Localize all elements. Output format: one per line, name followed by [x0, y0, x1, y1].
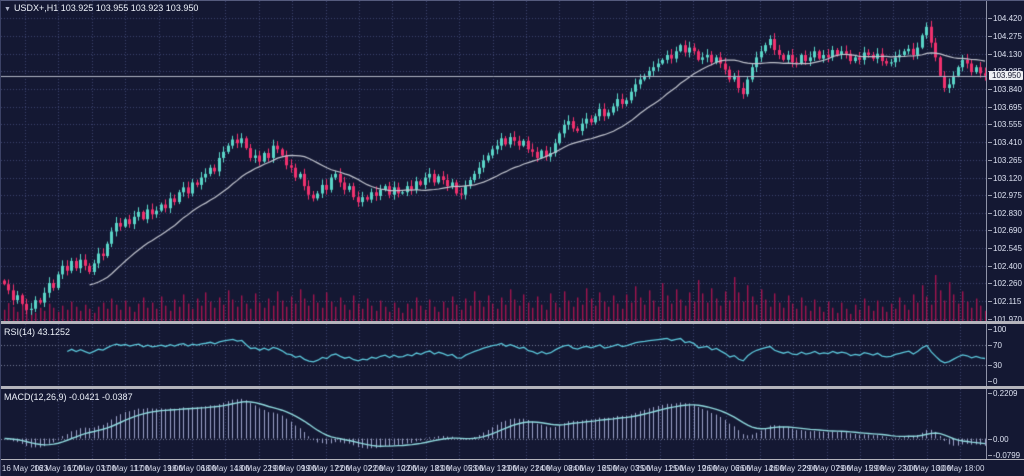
- price-axis-label: 102.975: [988, 191, 1022, 200]
- chart-dropdown-icon[interactable]: ▼: [4, 6, 11, 13]
- time-axis-label: 26 May 22:00: [768, 464, 818, 473]
- price-axis-label: 102.400: [988, 262, 1022, 271]
- time-axis-label: 22 May 02:00: [334, 464, 384, 473]
- price-axis-label: 103.555: [988, 120, 1022, 129]
- price-axis-label: 103.695: [988, 103, 1022, 112]
- rsi-scale-label: 0: [988, 377, 997, 386]
- time-axis-label: 22 May 10:00: [368, 464, 417, 473]
- macd-pane-canvas[interactable]: [1, 389, 986, 459]
- rsi-indicator-label: RSI(14) 43.1252: [4, 327, 71, 337]
- price-axis[interactable]: 104.420104.275104.130103.985103.840103.6…: [986, 1, 1024, 460]
- time-axis-label: 23 May 05:00: [434, 464, 484, 473]
- time-axis-label: 25 May 11:00: [635, 464, 684, 473]
- macd-scale-label: -0.0799: [988, 451, 1020, 460]
- price-axis-label: 103.840: [988, 85, 1022, 94]
- chart-title: USDX+,H1 103.925 103.955 103.923 103.950: [13, 3, 199, 13]
- macd-scale-label: 0.2209: [988, 389, 1017, 398]
- price-axis-label: 103.120: [988, 174, 1022, 183]
- price-axis-label: 102.830: [988, 209, 1022, 218]
- time-axis-label: 16 May 2023: [1, 464, 49, 473]
- price-axis-label: 102.115: [988, 297, 1021, 306]
- price-axis-label: 104.130: [988, 50, 1022, 59]
- time-axis-label: 25 May 19:00: [668, 464, 718, 473]
- time-axis-label: 23 May 21:00: [501, 464, 551, 473]
- time-axis-label: 29 May 07:00: [802, 464, 851, 473]
- pane-resize-handle-macd[interactable]: [1, 386, 1024, 389]
- price-axis-label: 103.410: [988, 138, 1022, 147]
- time-axis-label: 26 May 14:00: [735, 464, 785, 473]
- macd-indicator-label: MACD(12,26,9) -0.0421 -0.0387: [4, 392, 133, 402]
- time-axis-label: 19 May 17:00: [301, 464, 350, 473]
- current-price-label: 103.950: [989, 70, 1023, 80]
- macd-scale-label: 0.00: [988, 435, 1009, 444]
- price-axis-label: 104.420: [988, 14, 1022, 23]
- time-axis-label: 22 May 18:00: [401, 464, 451, 473]
- time-axis-label: 24 May 16:00: [568, 464, 618, 473]
- rsi-pane-canvas[interactable]: [1, 324, 986, 386]
- time-axis-label: 17 May 11:00: [101, 464, 150, 473]
- time-axis-label: 17 May 19:00: [134, 464, 183, 473]
- rsi-scale-label: 70: [988, 341, 1002, 350]
- time-axis-label: 26 May 06:00: [702, 464, 751, 473]
- time-axis-label: 16 May 16:00: [34, 464, 83, 473]
- time-axis-label: 29 May 23:00: [869, 464, 918, 473]
- time-axis-label: 17 May 03:00: [67, 464, 117, 473]
- time-axis-label: 18 May 22:00: [234, 464, 284, 473]
- time-axis-label: 30 May 10:00: [902, 464, 952, 473]
- price-axis-label: 101.970: [988, 315, 1022, 324]
- time-axis[interactable]: 16 May 2023 16 May 16:00 17 May 03:00 17 Ma…: [1, 459, 1024, 476]
- price-axis-label: 102.545: [988, 244, 1022, 253]
- rsi-scale-label: 30: [988, 361, 1002, 370]
- pane-resize-handle-rsi[interactable]: [1, 321, 1024, 324]
- main-chart-canvas[interactable]: [1, 1, 986, 321]
- price-axis-label: 102.260: [988, 279, 1022, 288]
- time-axis-label: 29 May 15:00: [835, 464, 885, 473]
- time-axis-label: 18 May 14:00: [201, 464, 250, 473]
- time-axis-label: 18 May 06:00: [167, 464, 217, 473]
- time-axis-label: 30 May 18:00: [935, 464, 985, 473]
- time-axis-label: 24 May 08:00: [535, 464, 584, 473]
- price-axis-label: 103.265: [988, 156, 1022, 165]
- chart-title-bar: ▼ USDX+,H1 103.925 103.955 103.923 103.95…: [4, 3, 198, 15]
- price-axis-label: 104.275: [988, 32, 1022, 41]
- time-axis-label: 23 May 13:00: [468, 464, 517, 473]
- price-axis-label: 102.690: [988, 226, 1022, 235]
- time-axis-label: 19 May 09:00: [267, 464, 317, 473]
- rsi-scale-label: 100: [988, 325, 1006, 334]
- time-axis-label: 25 May 03:00: [601, 464, 651, 473]
